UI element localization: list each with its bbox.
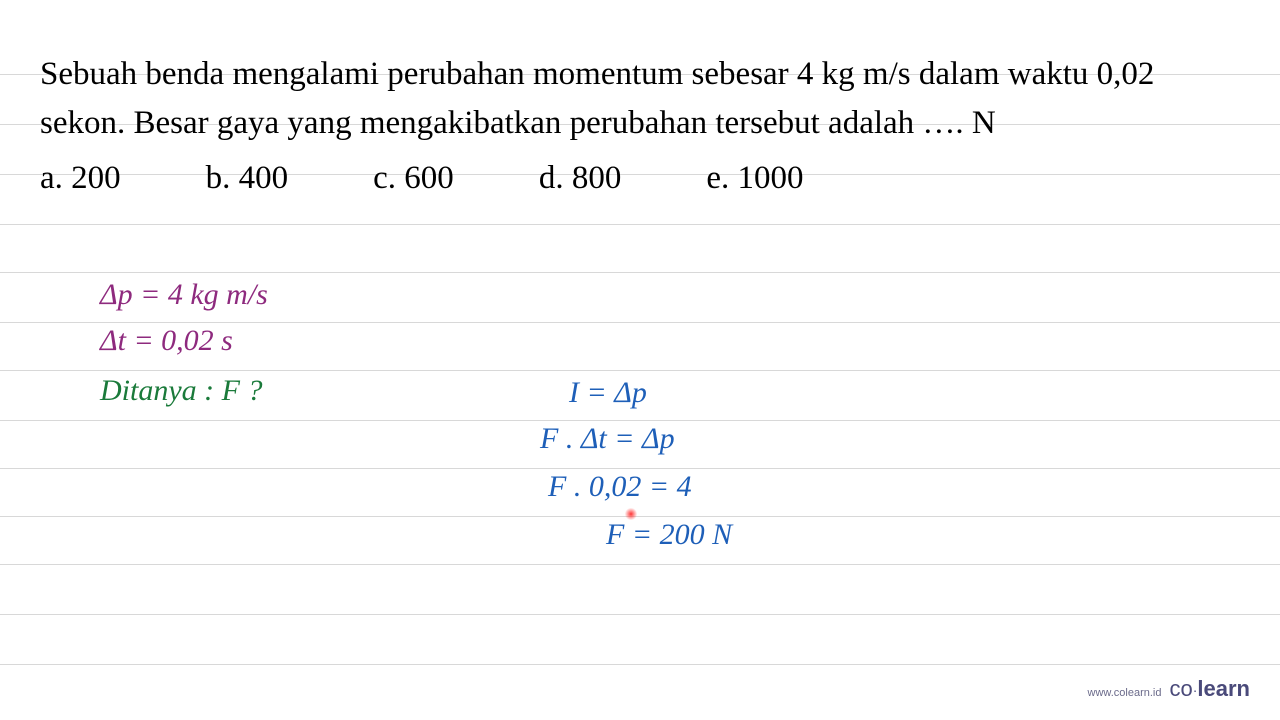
logo-learn: learn	[1197, 676, 1250, 701]
option-a: a. 200	[40, 160, 121, 197]
colearn-logo: co·learn	[1169, 676, 1250, 702]
footer-url: www.colearn.id	[1088, 687, 1162, 699]
question-text: Sebuah benda mengalami perubahan momentu…	[40, 50, 1240, 148]
footer: www.colearn.id co·learn	[1088, 676, 1251, 702]
option-d: d. 800	[539, 160, 622, 197]
paper-line	[0, 614, 1280, 615]
asked-f: Ditanya : F ?	[100, 374, 262, 408]
option-e: e. 1000	[706, 160, 803, 197]
paper-line	[0, 564, 1280, 565]
paper-line	[0, 516, 1280, 517]
work-impulse-eq: I = Δp	[569, 376, 647, 410]
paper-line	[0, 370, 1280, 371]
work-f-delta-t: F . Δt = Δp	[540, 422, 675, 456]
option-b: b. 400	[206, 160, 289, 197]
option-c: c. 600	[373, 160, 454, 197]
laser-pointer-icon	[625, 508, 637, 520]
paper-line	[0, 272, 1280, 273]
paper-line	[0, 468, 1280, 469]
given-delta-p: Δp = 4 kg m/s	[100, 278, 268, 312]
paper-line	[0, 224, 1280, 225]
logo-co: co	[1169, 676, 1192, 701]
paper-line	[0, 420, 1280, 421]
paper-line	[0, 664, 1280, 665]
options-row: a. 200 b. 400 c. 600 d. 800 e. 1000	[40, 160, 1240, 197]
work-substitution: F . 0,02 = 4	[548, 470, 692, 504]
paper-line	[0, 322, 1280, 323]
given-delta-t: Δt = 0,02 s	[100, 324, 233, 358]
content-area: Sebuah benda mengalami perubahan momentu…	[0, 0, 1280, 197]
work-answer: F = 200 N	[606, 518, 732, 552]
